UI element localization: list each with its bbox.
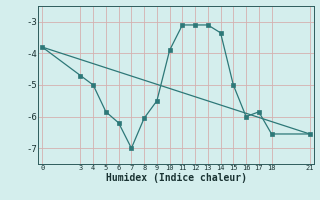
X-axis label: Humidex (Indice chaleur): Humidex (Indice chaleur) <box>106 173 246 183</box>
